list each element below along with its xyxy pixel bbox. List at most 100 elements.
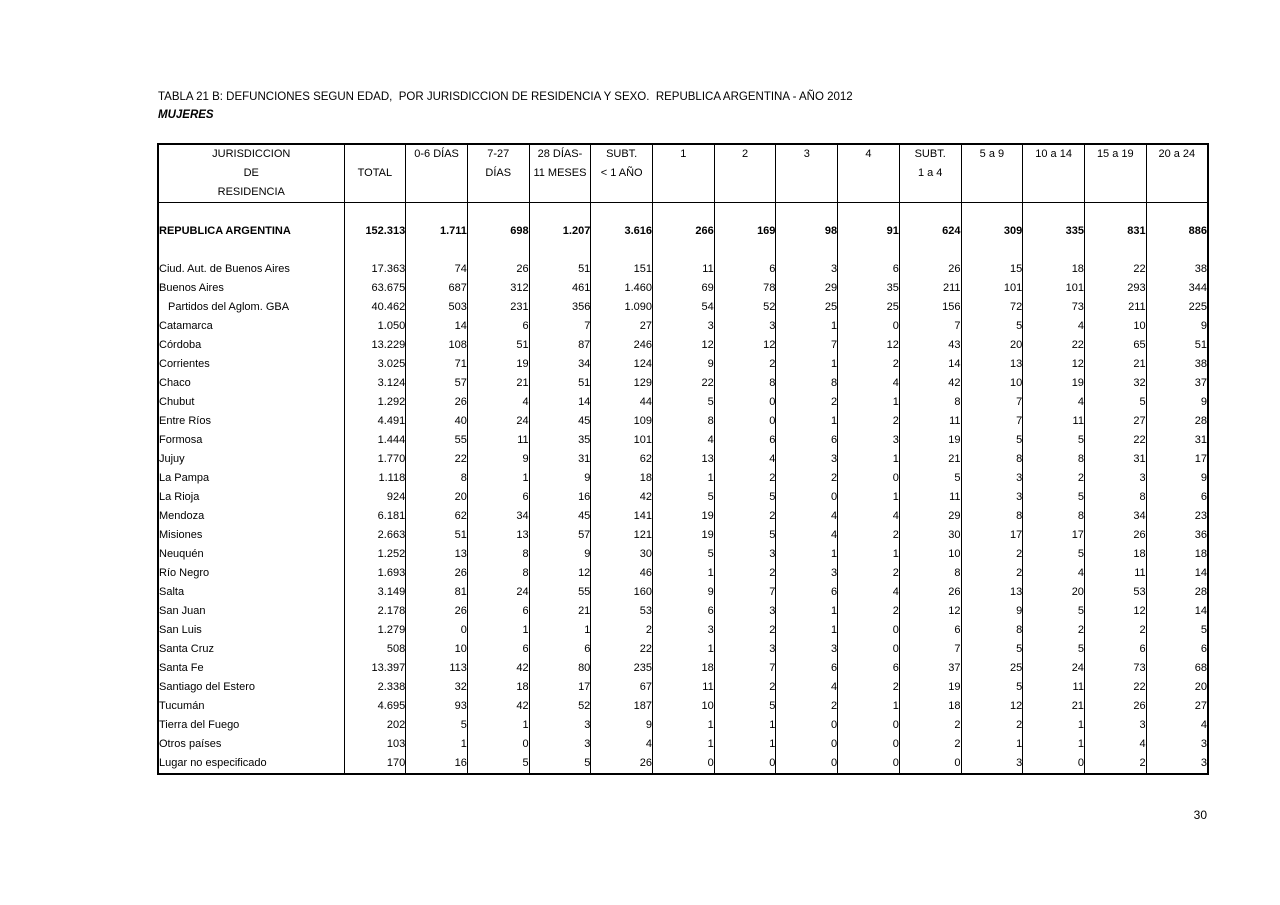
header-line: SUBT. <box>914 148 946 160</box>
value-cell-20-a-24: 3 <box>1145 735 1208 754</box>
value-cell-edad-1: 9 <box>652 355 715 374</box>
value-cell-subt-menos-1-ano: 160 <box>590 583 653 602</box>
header-line <box>1147 183 1207 202</box>
value-cell-0-6-dias: 0 <box>405 621 468 640</box>
jurisdiction-label: Otros países <box>159 738 222 750</box>
value-cell-10-a-14: 11 <box>1022 678 1085 697</box>
value-cell-5-a-9: 309 <box>960 222 1023 241</box>
jurisdiction-label: Lugar no especificado <box>159 757 267 769</box>
value-cell-edad-4: 2 <box>837 678 900 697</box>
spacer-cell <box>158 241 344 260</box>
value-cell-subt-menos-1-ano: 1.460 <box>590 279 653 298</box>
value-cell-total: 2.663 <box>343 526 406 545</box>
header-line <box>1147 164 1207 183</box>
value-cell-edad-4: 1 <box>837 697 900 716</box>
table-row: Entre Ríos 4.491 40 24 45 109 8 0 1 2 11 7 11 27 28 <box>158 412 1208 431</box>
column-header-total: TOTAL <box>343 144 406 203</box>
table-row: Santiago del Estero 2.338 32 18 17 67 11 2 4 2 19 5… <box>158 678 1208 697</box>
table-row: Neuquén 1.252 13 8 9 30 5 3 1 1 10 2 5 18 18 <box>158 545 1208 564</box>
table-row: Partidos del Aglom. GBA 40.462 503 231 356 1.… <box>158 298 1208 317</box>
value-cell-total: 4.491 <box>343 412 406 431</box>
value-cell-subt-1-a-4: 29 <box>898 507 962 526</box>
value-cell-10-a-14: 5 <box>1022 488 1085 507</box>
value-cell-subt-1-a-4: 2 <box>898 716 962 735</box>
value-cell-edad-4: 0 <box>837 621 900 640</box>
value-cell-edad-3: 4 <box>775 507 838 526</box>
value-cell-5-a-9: 5 <box>960 431 1023 450</box>
page-subtitle: MUJERES <box>158 109 214 121</box>
header-line <box>345 145 405 164</box>
value-cell-edad-1: 266 <box>652 222 715 241</box>
value-cell-edad-2: 8 <box>713 374 776 393</box>
table-row: Tierra del Fuego 202 5 1 3 9 1 1 0 0 2 2 1 3 4 <box>158 716 1208 735</box>
header-line <box>777 164 837 183</box>
jurisdiction-label: La Rioja <box>159 491 200 503</box>
jurisdiction-label: San Juan <box>159 605 206 617</box>
value-cell-edad-1: 18 <box>652 659 715 678</box>
value-cell-28-dias-11-meses: 461 <box>528 279 591 298</box>
value-cell-edad-1: 69 <box>652 279 715 298</box>
value-cell-28-dias-11-meses: 80 <box>528 659 591 678</box>
value-cell-20-a-24: 14 <box>1145 564 1208 583</box>
value-cell-subt-1-a-4: 8 <box>898 393 962 412</box>
value-cell-15-a-19: 22 <box>1083 260 1147 279</box>
value-cell-15-a-19: 18 <box>1083 545 1147 564</box>
value-cell-10-a-14: 5 <box>1022 431 1085 450</box>
value-cell-0-6-dias: 81 <box>405 583 468 602</box>
value-cell-28-dias-11-meses: 21 <box>528 602 591 621</box>
value-cell-edad-1: 1 <box>652 716 715 735</box>
value-cell-5-a-9: 101 <box>960 279 1023 298</box>
table-row: Formosa 1.444 55 11 35 101 4 6 6 3 19 5 5 22 31 <box>158 431 1208 450</box>
value-cell-28-dias-11-meses: 57 <box>528 526 591 545</box>
value-cell-7-27-dias: 13 <box>466 526 530 545</box>
value-cell-20-a-24: 3 <box>1145 754 1208 774</box>
value-cell-edad-1: 1 <box>652 735 715 754</box>
value-cell-total: 6.181 <box>343 507 406 526</box>
value-cell-5-a-9: 2 <box>960 545 1023 564</box>
page-title: TABLA 21 B: DEFUNCIONES SEGUN EDAD, POR … <box>158 91 853 103</box>
value-cell-edad-3: 98 <box>775 222 838 241</box>
header-line: 0-6 DÍAS <box>414 148 459 160</box>
value-cell-edad-2: 3 <box>713 640 776 659</box>
value-cell-0-6-dias: 8 <box>405 469 468 488</box>
value-cell-15-a-19: 293 <box>1083 279 1147 298</box>
value-cell-total: 1.050 <box>343 317 406 336</box>
value-cell-edad-1: 19 <box>652 526 715 545</box>
column-header-15-a-19: 15 a 19 <box>1083 144 1147 203</box>
value-cell-subt-menos-1-ano: 46 <box>590 564 653 583</box>
header-line: JURISDICCION <box>212 148 291 160</box>
value-cell-15-a-19: 4 <box>1083 735 1147 754</box>
header-line: 7-27 <box>487 148 510 160</box>
value-cell-edad-1: 5 <box>652 488 715 507</box>
column-header-jurisdiccion: JURISDICCION DE RESIDENCIA <box>158 144 344 203</box>
value-cell-edad-2: 4 <box>713 450 776 469</box>
header-line: 28 DÍAS- <box>537 148 583 160</box>
value-cell-total: 3.124 <box>343 374 406 393</box>
jurisdiction-label: Chaco <box>159 377 191 389</box>
value-cell-20-a-24: 9 <box>1145 317 1208 336</box>
value-cell-subt-1-a-4: 8 <box>898 564 962 583</box>
column-header-0-6-dias: 0-6 DÍAS <box>405 144 468 203</box>
jurisdiction-label: Catamarca <box>159 320 213 332</box>
value-cell-edad-3: 25 <box>775 298 838 317</box>
table-row: Santa Cruz 508 10 6 6 22 1 3 3 0 7 5 5 6 6 <box>158 640 1208 659</box>
value-cell-total: 170 <box>343 754 406 774</box>
header-line <box>715 164 775 183</box>
value-cell-total: 13.397 <box>343 659 406 678</box>
value-cell-5-a-9: 8 <box>960 621 1023 640</box>
header-row: JURISDICCION DE RESIDENCIA TOTAL 0-6 DÍAS … <box>158 144 1208 203</box>
value-cell-edad-2: 5 <box>713 697 776 716</box>
header-line: RESIDENCIA <box>217 186 285 198</box>
value-cell-subt-menos-1-ano: 2 <box>590 621 653 640</box>
value-cell-total: 152.313 <box>343 222 406 241</box>
value-cell-10-a-14: 18 <box>1022 260 1085 279</box>
header-line <box>654 183 714 202</box>
header-line <box>1085 164 1145 183</box>
value-cell-edad-1: 1 <box>652 469 715 488</box>
value-cell-7-27-dias: 4 <box>466 393 530 412</box>
value-cell-20-a-24: 17 <box>1145 450 1208 469</box>
value-cell-0-6-dias: 93 <box>405 697 468 716</box>
header-line: 5 a 9 <box>979 148 1005 160</box>
value-cell-15-a-19: 10 <box>1083 317 1147 336</box>
column-header-10-a-14: 10 a 14 <box>1022 144 1085 203</box>
